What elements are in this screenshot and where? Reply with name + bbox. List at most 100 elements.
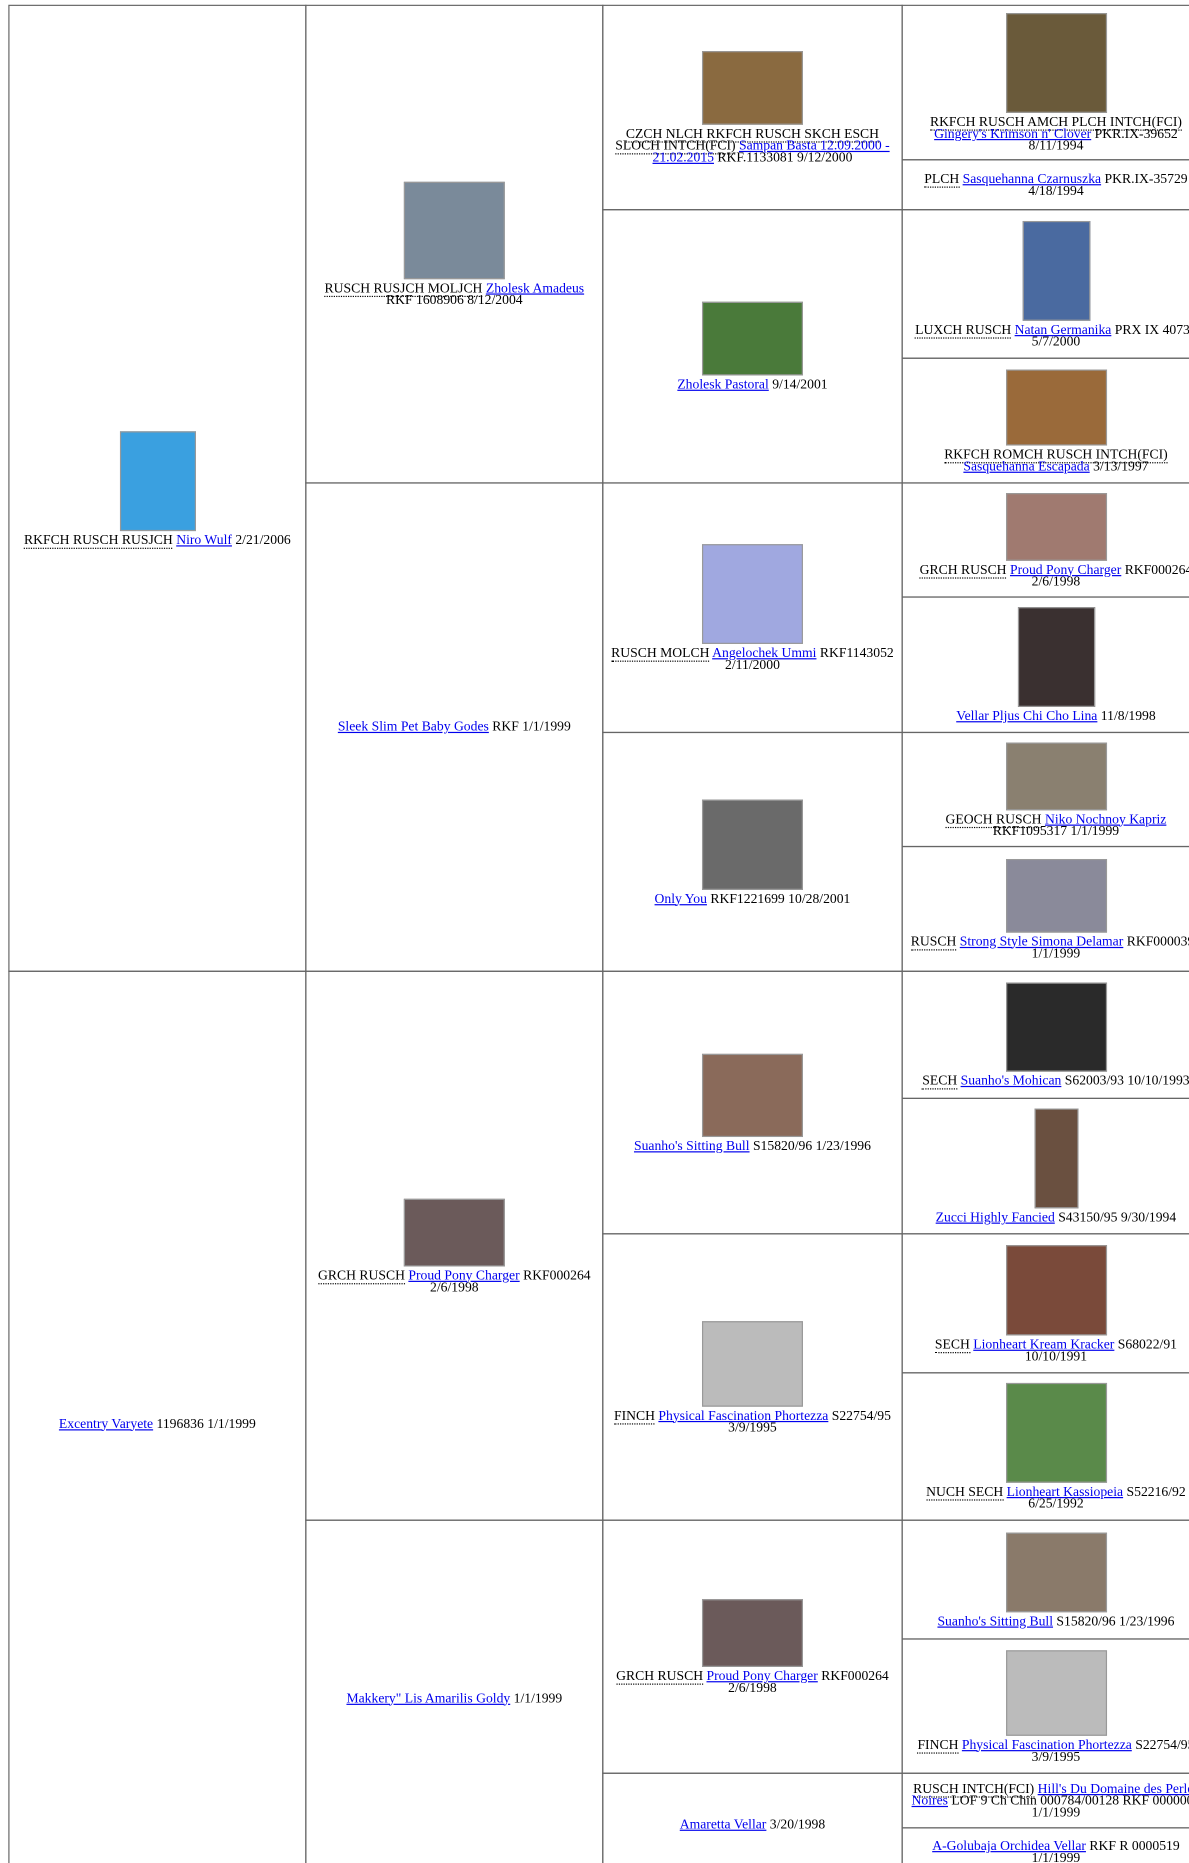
dog-link[interactable]: Lionheart Kassiopeia [1006,1485,1124,1500]
dog-photo[interactable] [1005,858,1107,933]
dog-text: RUSCH MOLCH Angelochek Ummi RKF1143052 2… [611,646,895,672]
dog-photo[interactable] [1005,13,1107,113]
dog-photo[interactable] [701,1053,803,1137]
dog-link[interactable]: Sleek Slim Pet Baby Godes [337,719,489,735]
dog-photo[interactable] [1005,492,1107,561]
dog-link[interactable]: Sampan Basta 12.09.2000 - 21.02.2015 [652,139,890,166]
pedigree-cell: Only You RKF1221699 10/28/2001 [602,731,903,972]
dog-photo[interactable] [701,544,803,644]
dog-text: Amaretta Vellar 3/20/1998 [679,1817,825,1833]
pedigree-cell: FINCH Physical Fascination Phortezza S22… [602,1233,903,1521]
dog-info: S62003/93 10/10/1993 [1064,1074,1189,1089]
dog-link[interactable]: Physical Fascination Phortezza [658,1408,829,1423]
dog-info: S15820/96 1/23/1996 [1056,1614,1175,1629]
pedigree-cell: Sleek Slim Pet Baby Godes RKF 1/1/1999 [305,482,604,972]
dog-photo[interactable] [1022,220,1090,321]
dog-link[interactable]: Only You [654,891,707,906]
dog-link[interactable]: Sasquehanna Czarnuszka [962,171,1102,186]
dog-photo[interactable] [1005,1244,1107,1335]
pedigree-cell: Zucci Highly Fancied S43150/95 9/30/1994 [901,1097,1189,1235]
dog-link[interactable]: Proud Pony Charger [1009,562,1122,577]
titles: SECH [934,1337,970,1353]
dog-photo[interactable] [1005,368,1107,445]
dog-link[interactable]: Strong Style Simona Delamar [959,934,1124,949]
pedigree-cell: NUCH SECH Lionheart Kassiopeia S52216/92… [901,1372,1189,1521]
dog-link[interactable]: Zucci Highly Fancied [935,1210,1055,1225]
dog-link[interactable]: Angelochek Ummi [712,646,817,661]
dog-photo[interactable] [1005,1532,1107,1612]
pedigree-cell: SECH Suanho's Mohican S62003/93 10/10/19… [901,970,1189,1099]
titles: RUSCH RUSJCH MOLJCH [324,281,483,298]
dog-link[interactable]: Suanho's Sitting Bull [937,1614,1054,1629]
dog-link[interactable]: Natan Germanika [1014,322,1112,337]
dog-link[interactable]: Niro Wulf [176,532,232,548]
dog-photo[interactable] [1033,1108,1078,1209]
dog-photo[interactable] [701,51,803,125]
dog-photo[interactable] [119,430,196,531]
dog-text: RKFCH ROMCH RUSCH INTCH(FCI) Sasquehanna… [910,447,1189,474]
titles: FINCH [613,1408,655,1424]
dog-photo[interactable] [701,301,803,376]
dog-text: Zucci Highly Fancied S43150/95 9/30/1994 [935,1210,1177,1225]
dog-info: RKF 1/1/1999 [492,719,571,735]
dog-link[interactable]: Niko Nochnoy Kapriz [1044,812,1167,827]
dog-photo[interactable] [1017,607,1095,707]
titles: RKFCH RUSCH AMCH PLCH INTCH(FCI) [929,115,1182,131]
dog-text: RUSCH INTCH(FCI) Hill's Du Domaine des P… [910,1781,1189,1820]
dog-link[interactable]: Zholesk Pastoral [677,377,769,393]
dog-text: RKFCH RUSCH RUSJCH Niro Wulf 2/21/2006 [23,532,291,549]
dog-photo[interactable] [701,1599,803,1667]
dog-text: RUSCH Strong Style Simona Delamar RKF000… [910,934,1189,960]
dog-text: Only You RKF1221699 10/28/2001 [654,891,851,906]
dog-link[interactable]: Hill's Du Domaine des Perles Noires [911,1781,1189,1808]
dog-link[interactable]: Lionheart Kream Kracker [973,1337,1115,1352]
dog-link[interactable]: Physical Fascination Phortezza [961,1737,1132,1752]
dog-photo[interactable] [1005,1382,1107,1483]
dog-info: LOF 9 Ch Chin 000784/00128 RKF 0000002 1… [951,1793,1189,1820]
dog-text: FINCH Physical Fascination Phortezza S22… [910,1737,1189,1764]
dog-link[interactable]: Proud Pony Charger [408,1268,520,1283]
dog-info: RKF000264 2/6/1998 [728,1669,889,1696]
titles: RUSCH INTCH(FCI) [913,1781,1035,1798]
dog-link[interactable]: Vellar Pljus Chi Cho Lina [956,709,1098,724]
dog-link[interactable]: Makkery" Lis Amarilis Goldy [346,1691,511,1706]
dog-info: S22754/95 3/9/1995 [1031,1737,1189,1764]
pedigree-cell: GEOCH RUSCH Niko Nochnoy Kapriz RKF10953… [901,731,1189,848]
dog-info: RKF000264 2/6/1998 [1031,562,1189,589]
pedigree-cell: RUSCH Strong Style Simona Delamar RKF000… [901,845,1189,972]
dog-photo[interactable] [1005,741,1107,810]
titles: LUXCH RUSCH [915,322,1012,339]
dog-text: PLCH Sasquehanna Czarnuszka PKR.IX-35729… [910,171,1189,198]
dog-photo[interactable] [1005,1649,1107,1736]
dog-photo[interactable] [701,1320,803,1407]
dog-link[interactable]: Suanho's Mohican [960,1074,1062,1089]
dog-link[interactable]: Proud Pony Charger [706,1669,818,1684]
dog-photo[interactable] [403,181,505,280]
pedigree-cell: PLCH Sasquehanna Czarnuszka PKR.IX-35729… [901,159,1189,211]
dog-link[interactable]: Suanho's Sitting Bull [633,1138,750,1154]
dog-photo[interactable] [701,798,803,890]
pedigree-cell: SECH Lionheart Kream Kracker S68022/91 1… [901,1233,1189,1374]
dog-photo[interactable] [403,1198,505,1266]
dog-text: A-Golubaja Orchidea Vellar RKF R 0000519… [910,1839,1189,1862]
dog-text: LUXCH RUSCH Natan Germanika PRX IX 40735… [910,322,1189,349]
dog-link[interactable]: Excentry Varyete [58,1416,154,1432]
dog-info: RKF000264 2/6/1998 [430,1268,591,1295]
dog-text: Makkery" Lis Amarilis Goldy 1/1/1999 [346,1691,562,1706]
dog-photo[interactable] [1005,982,1107,1072]
titles: RUSCH MOLCH [611,646,710,662]
dog-text: SECH Lionheart Kream Kracker S68022/91 1… [910,1337,1189,1363]
dog-info: 1196836 1/1/1999 [156,1416,256,1432]
dog-link[interactable]: A-Golubaja Orchidea Vellar [932,1839,1086,1854]
pedigree-cell: Suanho's Sitting Bull S15820/96 1/23/199… [602,970,903,1235]
dog-info: PRX IX 40735 5/7/2000 [1031,322,1189,349]
dog-link[interactable]: Gingery's Krimson n' Clover [934,127,1092,142]
titles: GRCH RUSCH [919,562,1007,579]
dog-text: GRCH RUSCH Proud Pony Charger RKF000264 … [611,1669,895,1696]
dog-link[interactable]: Sasquehanna Escapada [963,459,1090,474]
dog-text: Vellar Pljus Chi Cho Lina 11/8/1998 [956,709,1155,724]
pedigree-cell: Makkery" Lis Amarilis Goldy 1/1/1999 [305,1519,604,1863]
dog-link[interactable]: Amaretta Vellar [679,1817,767,1833]
dog-info: RKF.1133081 9/12/2000 [717,150,853,166]
dog-link[interactable]: Zholesk Amadeus [485,281,585,296]
